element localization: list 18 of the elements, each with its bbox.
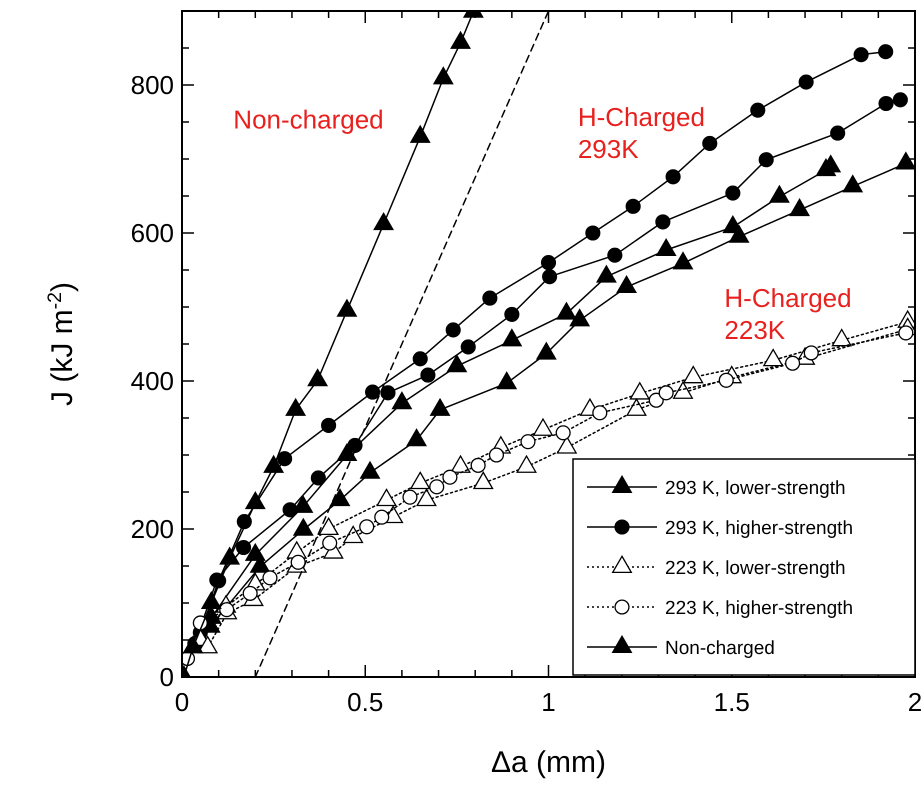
y-tick-label: 600 [130,218,174,248]
legend-label: 293 K, lower-strength [665,478,846,499]
x-tick-label: 1.5 [714,687,750,717]
annotation: H-Charged 293K [578,102,705,164]
legend-label: 223 K, lower-strength [665,558,846,579]
x-tick-label: 2 [908,687,922,717]
legend-label: Non-charged [665,638,775,659]
annotation: Non-charged [233,104,384,135]
annotation: H-Charged 223K [724,283,852,346]
x-tick-label: 0.5 [347,687,384,717]
legend-label: 223 K, higher-strength [665,598,854,619]
y-tick-label: 200 [130,514,174,544]
legend-label: 293 K, higher-strength [665,518,854,539]
y-tick-label: 800 [130,70,174,100]
y-tick-label: 0 [160,662,174,692]
x-axis-title: Δa (mm) [490,746,606,779]
x-tick-label: 1 [541,687,556,717]
y-tick-label: 400 [130,366,174,396]
